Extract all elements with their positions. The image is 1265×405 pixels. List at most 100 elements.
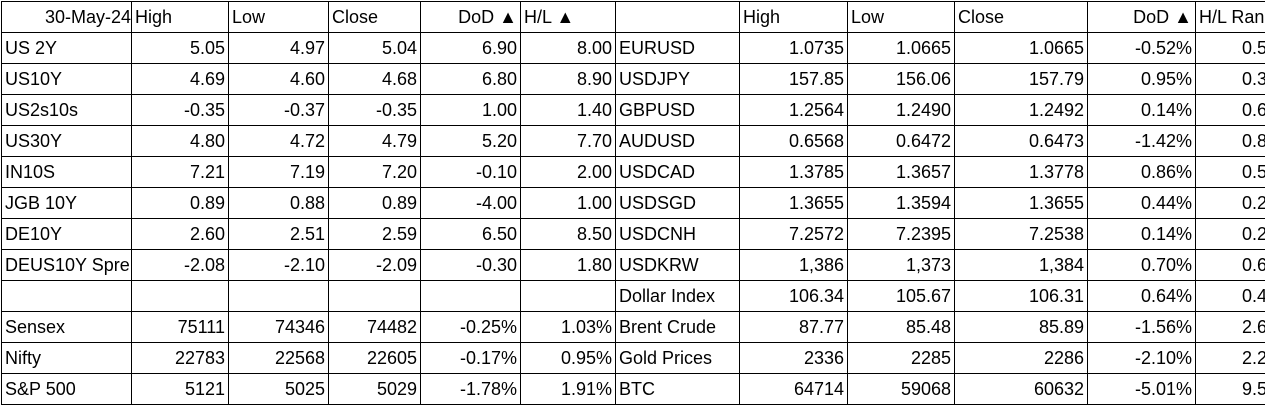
left-value-cell: 4.72 xyxy=(229,126,329,157)
right-value-cell: 60632 xyxy=(955,374,1088,405)
left-value-cell: 22783 xyxy=(132,343,229,374)
left-value-cell: -0.17% xyxy=(421,343,521,374)
left-value-cell: 7.21 xyxy=(132,157,229,188)
left-value-cell xyxy=(329,281,421,312)
right-value-cell: 1,373 xyxy=(848,250,955,281)
header-dod: DoD ▲ xyxy=(421,2,521,33)
left-value-cell: -2.08 xyxy=(132,250,229,281)
right-value-cell: 1.0665 xyxy=(848,33,955,64)
right-value-cell: 1.3594 xyxy=(848,188,955,219)
left-value-cell: 7.20 xyxy=(329,157,421,188)
right-instrument-name: Gold Prices xyxy=(616,343,740,374)
right-instrument-name: USDCNH xyxy=(616,219,740,250)
right-value-cell: -1.56% xyxy=(1088,312,1196,343)
left-value-cell: -2.10 xyxy=(229,250,329,281)
right-value-cell: 1.0735 xyxy=(740,33,848,64)
left-value-cell: 1.80 xyxy=(521,250,616,281)
right-value-cell: 105.67 xyxy=(848,281,955,312)
right-value-cell: 1.3778 xyxy=(955,157,1088,188)
header-high: High xyxy=(132,2,229,33)
right-instrument-name: USDKRW xyxy=(616,250,740,281)
right-value-cell: 85.48 xyxy=(848,312,955,343)
left-value-cell: 74346 xyxy=(229,312,329,343)
right-instrument-name: Dollar Index xyxy=(616,281,740,312)
right-instrument-name: Brent Crude xyxy=(616,312,740,343)
left-value-cell: 5121 xyxy=(132,374,229,405)
right-value-cell: 85.89 xyxy=(955,312,1088,343)
left-instrument-name: S&P 500 xyxy=(2,374,132,405)
left-value-cell: 6.50 xyxy=(421,219,521,250)
right-value-cell: 0.95% xyxy=(1088,64,1196,95)
left-value-cell: -1.78% xyxy=(421,374,521,405)
left-value-cell: 1.40 xyxy=(521,95,616,126)
right-value-cell: 2.23% xyxy=(1196,343,1265,374)
left-value-cell: -2.09 xyxy=(329,250,421,281)
left-instrument-name: DEUS10Y Spre xyxy=(2,250,132,281)
right-value-cell: 156.06 xyxy=(848,64,955,95)
left-instrument-name: US 2Y xyxy=(2,33,132,64)
left-value-cell: 2.59 xyxy=(329,219,421,250)
right-value-cell: 0.6472 xyxy=(848,126,955,157)
right-value-cell: 106.34 xyxy=(740,281,848,312)
right-value-cell: 0.82% xyxy=(1196,126,1265,157)
right-instrument-name: USDJPY xyxy=(616,64,740,95)
header-hl: H/L ▲ xyxy=(521,2,616,33)
right-value-cell: 157.85 xyxy=(740,64,848,95)
left-instrument-name: US2s10s xyxy=(2,95,132,126)
left-value-cell: 2.00 xyxy=(521,157,616,188)
right-value-cell: 0.6473 xyxy=(955,126,1088,157)
left-value-cell: 75111 xyxy=(132,312,229,343)
right-instrument-name: BTC xyxy=(616,374,740,405)
left-value-cell: 4.80 xyxy=(132,126,229,157)
left-value-cell: 7.70 xyxy=(521,126,616,157)
right-value-cell: 0.44% xyxy=(1088,188,1196,219)
right-instrument-name: EURUSD xyxy=(616,33,740,64)
left-value-cell: 1.00 xyxy=(521,188,616,219)
header-right-low: Low xyxy=(848,2,955,33)
right-value-cell: -2.10% xyxy=(1088,343,1196,374)
right-value-cell: 0.58% xyxy=(1196,33,1265,64)
left-value-cell xyxy=(521,281,616,312)
right-value-cell: 0.64% xyxy=(1088,281,1196,312)
left-value-cell: 5025 xyxy=(229,374,329,405)
header-right-hl-range: H/L Range xyxy=(1196,2,1265,33)
left-value-cell: 5029 xyxy=(329,374,421,405)
right-instrument-name: USDCAD xyxy=(616,157,740,188)
right-value-cell: 1.2492 xyxy=(955,95,1088,126)
left-value-cell: 6.80 xyxy=(421,64,521,95)
right-value-cell: 0.59% xyxy=(1196,157,1265,188)
right-value-cell: 0.14% xyxy=(1088,95,1196,126)
right-value-cell: 0.61% xyxy=(1196,95,1265,126)
left-value-cell: -0.10 xyxy=(421,157,521,188)
right-value-cell: 106.31 xyxy=(955,281,1088,312)
left-value-cell: 5.04 xyxy=(329,33,421,64)
left-value-cell: -0.35 xyxy=(329,95,421,126)
left-value-cell: 5.05 xyxy=(132,33,229,64)
header-right-high: High xyxy=(740,2,848,33)
left-value-cell: 74482 xyxy=(329,312,421,343)
right-value-cell: 0.14% xyxy=(1088,219,1196,250)
left-value-cell: 22605 xyxy=(329,343,421,374)
right-value-cell: 1,384 xyxy=(955,250,1088,281)
right-value-cell: 0.27% xyxy=(1196,188,1265,219)
left-value-cell: 5.20 xyxy=(421,126,521,157)
left-value-cell: 8.00 xyxy=(521,33,616,64)
right-value-cell: 0.35% xyxy=(1196,64,1265,95)
right-value-cell: 0.6568 xyxy=(740,126,848,157)
right-instrument-name: GBPUSD xyxy=(616,95,740,126)
right-value-cell: 0.70% xyxy=(1088,250,1196,281)
left-value-cell: 4.79 xyxy=(329,126,421,157)
right-value-cell: 1.3655 xyxy=(740,188,848,219)
right-instrument-name: USDSGD xyxy=(616,188,740,219)
right-value-cell: 1.2564 xyxy=(740,95,848,126)
left-value-cell: 0.88 xyxy=(229,188,329,219)
right-value-cell: 64714 xyxy=(740,374,848,405)
date-cell: 30-May-24 xyxy=(2,2,132,33)
right-value-cell: 9.56% xyxy=(1196,374,1265,405)
